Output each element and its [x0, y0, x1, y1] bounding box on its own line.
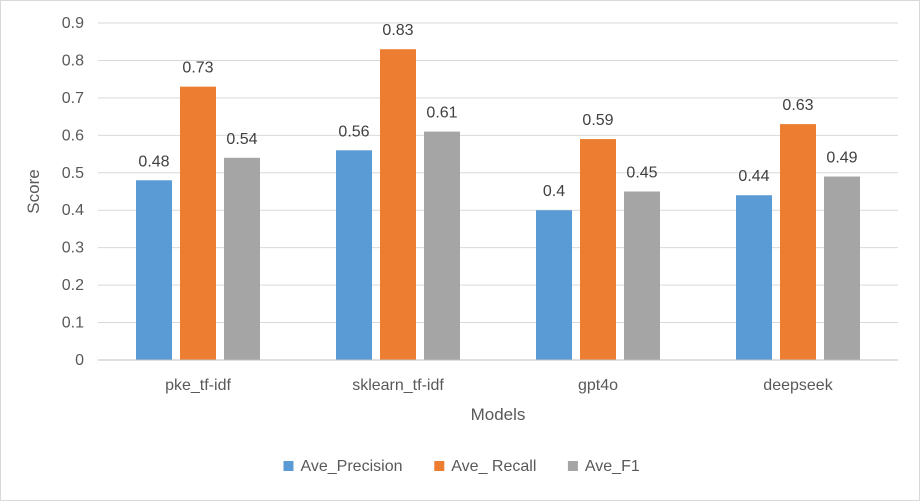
x-tick-label: sklearn_tf-idf	[352, 377, 444, 394]
data-label: 0.83	[382, 22, 413, 39]
bar	[336, 150, 372, 360]
data-label: 0.44	[738, 168, 769, 185]
y-tick-label: 0.6	[62, 127, 84, 144]
bar	[824, 176, 860, 360]
y-tick-label: 0.8	[62, 52, 84, 69]
data-label: 0.59	[582, 112, 613, 129]
x-tick-label: gpt4o	[578, 377, 618, 394]
bar	[180, 86, 216, 361]
y-tick-label: 0.1	[62, 315, 84, 332]
x-tick-label: pke_tf-idf	[165, 377, 231, 394]
data-labels: 0.48 0.73 0.54 0.56 0.83 0.61 0.4 0.59 0.45 0.44 0…	[138, 22, 857, 200]
legend: Ave_Precision Ave_ Recall Ave_F1	[283, 458, 640, 475]
bar	[536, 210, 572, 360]
y-tick-label: 0.7	[62, 90, 84, 107]
gridlines	[98, 22, 898, 324]
legend-swatch	[434, 461, 445, 471]
bar	[424, 131, 460, 360]
y-tick-label: 0	[75, 352, 84, 369]
legend-label: Ave_ Recall	[451, 458, 536, 475]
data-label: 0.49	[826, 150, 857, 167]
bar	[136, 180, 172, 360]
data-label: 0.63	[782, 97, 813, 114]
legend-swatch	[567, 461, 578, 471]
data-label: 0.45	[626, 165, 657, 182]
legend-swatch	[283, 461, 294, 471]
bar	[736, 195, 772, 360]
bar	[224, 157, 260, 360]
legend-label: Ave_F1	[585, 458, 640, 475]
bars	[136, 49, 860, 361]
y-tick-label: 0.2	[62, 277, 84, 294]
data-label: 0.56	[338, 123, 369, 140]
y-tick-label: 0.3	[62, 240, 84, 257]
data-label: 0.61	[426, 105, 457, 122]
x-axis-title: Models	[471, 405, 526, 424]
data-label: 0.48	[138, 153, 169, 170]
x-tick-labels: pke_tf-idf sklearn_tf-idf gpt4o deepseek	[165, 377, 834, 394]
data-label: 0.54	[226, 131, 257, 148]
y-axis-title: Score	[24, 169, 43, 213]
y-tick-label: 0.9	[62, 15, 84, 32]
y-tick-labels: 0 0.1 0.2 0.3 0.4 0.5 0.6 0.7 0.8 0.9	[62, 15, 84, 369]
bar	[580, 139, 616, 360]
data-label: 0.4	[543, 183, 565, 200]
data-label: 0.73	[182, 60, 213, 77]
bar	[380, 49, 416, 360]
y-tick-label: 0.5	[62, 165, 84, 182]
y-tick-label: 0.4	[62, 202, 84, 219]
legend-label: Ave_Precision	[301, 458, 403, 475]
bar	[780, 124, 816, 360]
x-tick-label: deepseek	[763, 377, 833, 394]
bar	[624, 191, 660, 360]
